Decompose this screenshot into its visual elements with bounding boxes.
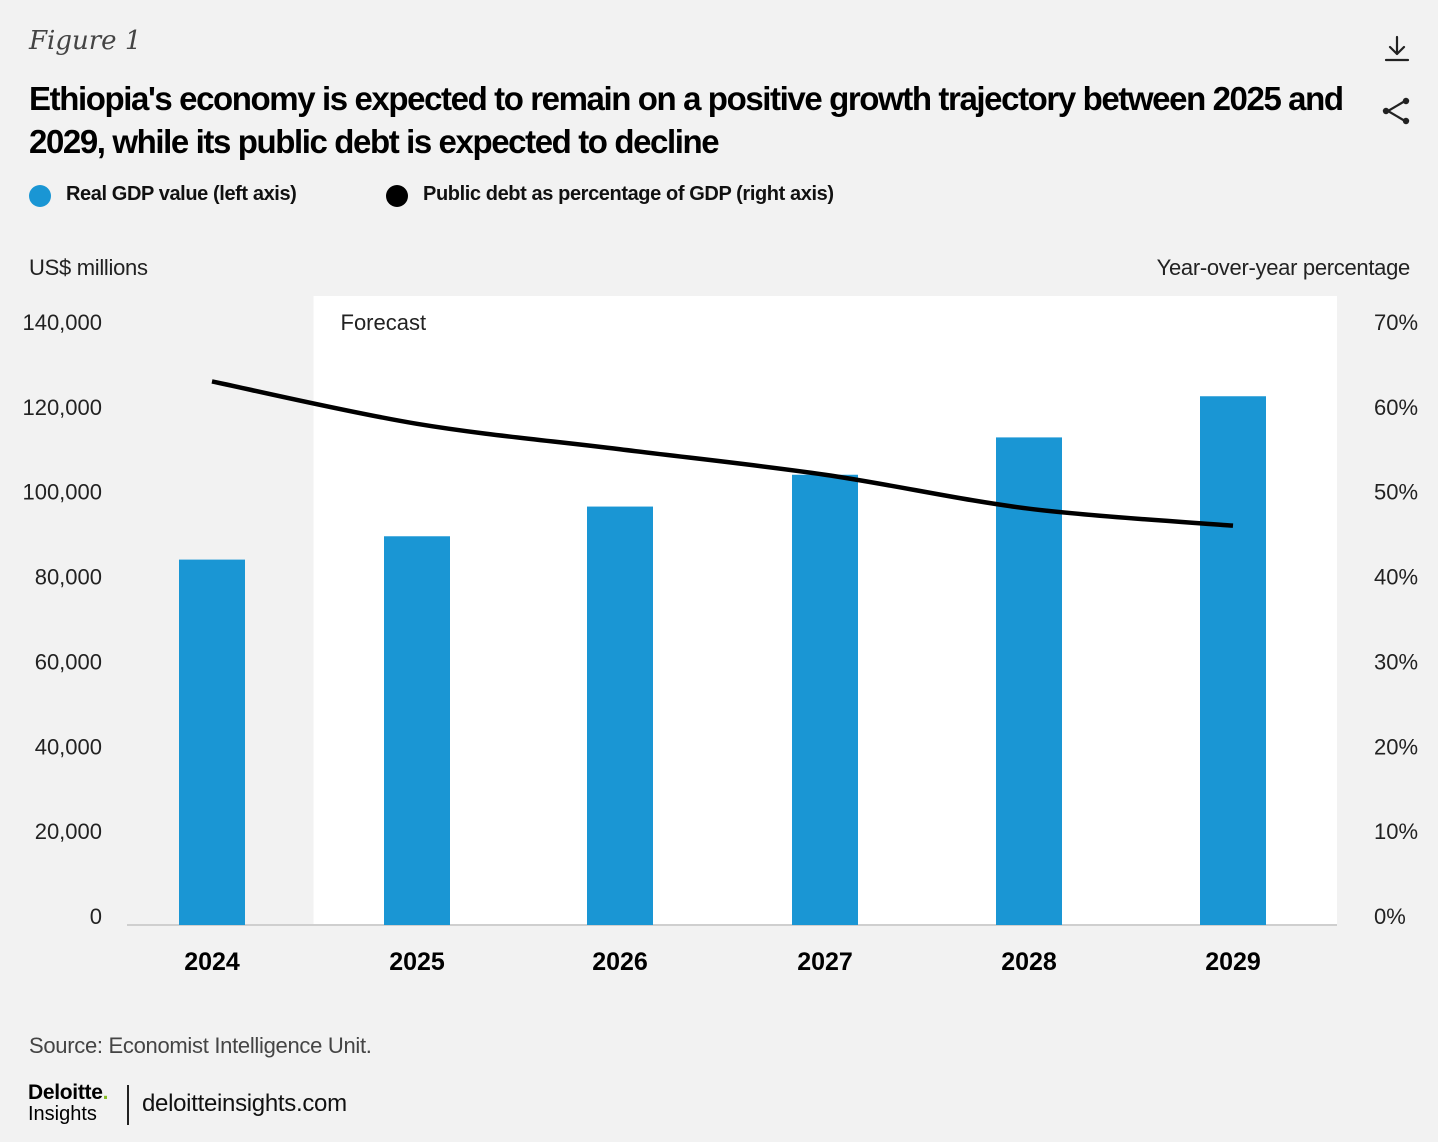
right-tick-label: 50% [1374,480,1418,505]
right-tick-label: 40% [1374,565,1418,590]
x-tick-label: 2024 [184,948,240,976]
gdp-bar [1200,396,1266,925]
left-tick-label: 80,000 [35,565,102,590]
left-tick-label: 0 [90,904,102,929]
gdp-bar [587,506,653,925]
legend-dot-debt [386,185,408,207]
logo-sub: Insights [28,1103,97,1125]
left-tick-label: 100,000 [22,480,102,505]
x-tick-label: 2027 [797,948,853,976]
right-tick-label: 20% [1374,734,1418,759]
figure-label: Figure 1 [29,26,142,56]
x-tick-label: 2029 [1205,948,1261,976]
legend-dot-gdp [29,185,51,207]
right-tick-label: 0% [1374,904,1406,929]
site-link[interactable]: deloitteinsights.com [142,1090,347,1117]
logo-word: Deloitte [28,1081,103,1104]
right-tick-label: 60% [1374,395,1418,420]
x-tick-label: 2026 [592,948,648,976]
download-icon[interactable] [1382,34,1412,64]
logo-wordmark: Deloitte. [28,1082,108,1104]
x-tick-label: 2025 [389,948,445,976]
gdp-bar [996,437,1062,925]
gdp-bar [792,474,858,925]
left-tick-label: 140,000 [22,310,102,335]
x-tick-label: 2028 [1001,948,1057,976]
gdp-bar [384,536,450,925]
debt-line [211,379,1234,528]
right-tick-label: 10% [1374,819,1418,844]
legend-label-gdp: Real GDP value (left axis) [66,183,297,205]
gdp-bar [179,559,245,925]
logo-dot: . [102,1081,109,1104]
source-note: Source: Economist Intelligence Unit. [29,1033,372,1058]
share-icon[interactable] [1380,96,1414,126]
left-tick-label: 40,000 [35,734,102,759]
left-tick-label: 60,000 [35,649,102,674]
left-tick-label: 120,000 [22,395,102,420]
right-axis-title: Year-over-year percentage [1156,255,1411,280]
right-tick-label: 70% [1374,310,1418,335]
right-tick-label: 30% [1374,649,1418,674]
footer-divider [127,1085,129,1125]
chart-title: Ethiopia's economy is expected to remain… [29,80,1344,160]
forecast-label: Forecast [341,310,427,335]
legend-label-debt: Public debt as percentage of GDP (right … [423,183,834,205]
left-axis-title: US$ millions [29,255,148,280]
deloitte-logo: Deloitte. Insights [28,1082,108,1125]
left-tick-label: 20,000 [35,819,102,844]
